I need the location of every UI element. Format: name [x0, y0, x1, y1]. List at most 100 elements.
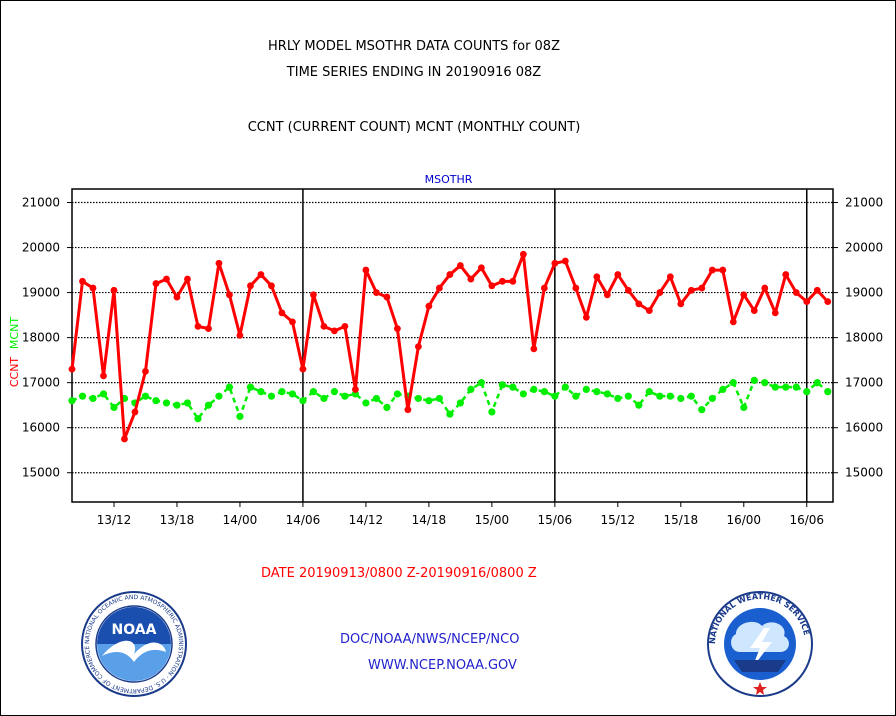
data-point-ccnt: [257, 271, 265, 278]
data-point-mcnt: [99, 390, 108, 398]
noaa-center-text: NOAA: [112, 622, 157, 638]
chart-title-line2: TIME SERIES ENDING IN 20190916 08Z: [286, 65, 542, 80]
nws-logo-icon: NATIONAL WEATHER SERVICE: [707, 591, 813, 697]
data-point-ccnt: [593, 273, 601, 281]
data-point-ccnt: [320, 322, 328, 330]
data-point-ccnt: [110, 286, 118, 294]
data-point-mcnt: [362, 399, 370, 407]
y-tick-label-left: 18000: [22, 331, 60, 345]
website-link[interactable]: WWW.NCEP.NOAA.GOV: [368, 658, 517, 673]
data-point-ccnt: [792, 289, 800, 296]
data-point-ccnt: [205, 325, 212, 333]
x-tick-label: 13/18: [160, 513, 195, 527]
x-tick-label: 14/00: [223, 513, 258, 527]
y-tick-label-right: 21000: [845, 196, 883, 210]
data-point-ccnt: [677, 300, 685, 308]
x-tick-label: 15/06: [538, 513, 573, 527]
data-point-ccnt: [100, 372, 107, 380]
x-tick-label: 16/00: [726, 513, 761, 527]
data-point-mcnt: [624, 392, 632, 400]
data-point-mcnt: [320, 394, 328, 403]
data-point-mcnt: [708, 394, 716, 403]
y-tick-label-left: 20000: [22, 241, 60, 255]
data-point-ccnt: [750, 307, 758, 314]
y-tick-label-right: 17000: [845, 376, 883, 390]
y-tick-label-right: 18000: [845, 331, 883, 345]
data-point-mcnt: [236, 412, 244, 421]
x-tick-label: 15/18: [664, 513, 699, 527]
data-point-ccnt: [373, 289, 380, 296]
data-point-mcnt: [194, 415, 202, 423]
data-point-ccnt: [572, 284, 580, 292]
date-range-label: DATE 20190913/0800 Z-20190916/0800 Z: [261, 566, 537, 581]
data-point-mcnt: [603, 390, 611, 398]
data-point-ccnt: [488, 282, 496, 290]
noaa-logo-icon: NATIONAL OCEANIC AND ATMOSPHERIC ADMINIS…: [81, 591, 187, 697]
data-point-ccnt: [226, 291, 233, 299]
data-point-ccnt: [163, 275, 170, 283]
data-point-mcnt: [414, 394, 422, 403]
y-axis-label-mcnt: MCNT: [8, 317, 21, 349]
chart-title-line3: CCNT (CURRENT COUNT) MCNT (MONTHLY COUNT…: [247, 120, 581, 135]
data-point-mcnt: [204, 401, 213, 409]
data-point-ccnt: [614, 271, 622, 278]
data-point-ccnt: [687, 286, 695, 294]
data-point-mcnt: [225, 383, 234, 391]
data-point-ccnt: [477, 264, 485, 272]
data-point-mcnt: [488, 408, 496, 416]
data-point-mcnt: [740, 403, 748, 412]
data-point-mcnt: [813, 379, 821, 387]
data-point-ccnt: [289, 318, 296, 326]
data-point-mcnt: [393, 390, 401, 398]
plot-area-border: [71, 188, 834, 503]
data-point-ccnt: [498, 277, 506, 285]
y-tick-label-left: 19000: [22, 286, 60, 300]
data-point-mcnt: [152, 397, 160, 405]
data-point-mcnt: [729, 379, 737, 387]
data-point-mcnt: [666, 392, 674, 400]
data-point-mcnt: [477, 379, 485, 387]
data-point-ccnt: [645, 307, 653, 314]
data-point-mcnt: [572, 392, 580, 400]
data-point-ccnt: [603, 291, 611, 299]
data-point-mcnt: [456, 399, 464, 407]
y-tick-label-left: 17000: [22, 376, 60, 390]
data-point-mcnt: [530, 385, 538, 394]
data-point-mcnt: [246, 383, 255, 391]
data-point-ccnt: [435, 284, 443, 292]
data-point-ccnt: [79, 277, 86, 285]
y-tick-label-right: 20000: [845, 241, 883, 255]
data-point-ccnt: [393, 325, 401, 333]
data-point-mcnt: [330, 388, 339, 396]
data-point-mcnt: [761, 379, 769, 387]
data-point-mcnt: [782, 383, 790, 391]
data-point-mcnt: [89, 394, 97, 403]
data-point-ccnt: [383, 293, 391, 301]
data-point-ccnt: [813, 286, 821, 294]
data-point-mcnt: [561, 383, 569, 391]
data-point-mcnt: [803, 388, 811, 396]
data-point-ccnt: [362, 266, 370, 274]
data-point-mcnt: [278, 388, 286, 396]
data-point-ccnt: [404, 406, 412, 414]
data-point-ccnt: [299, 365, 307, 373]
data-point-ccnt: [803, 298, 811, 305]
x-tick-label: 14/18: [412, 513, 447, 527]
data-point-ccnt: [268, 282, 275, 290]
data-point-mcnt: [750, 376, 758, 385]
data-point-ccnt: [624, 286, 632, 294]
data-point-mcnt: [425, 397, 433, 405]
data-point-ccnt: [68, 365, 76, 373]
data-point-mcnt: [435, 394, 443, 403]
y-tick-label-left: 21000: [22, 196, 60, 210]
x-tick-label: 15/12: [601, 513, 636, 527]
data-point-ccnt: [236, 331, 244, 339]
data-point-ccnt: [698, 284, 706, 292]
data-point-ccnt: [740, 291, 748, 299]
data-point-ccnt: [719, 266, 727, 274]
data-point-mcnt: [771, 383, 779, 391]
data-point-ccnt: [551, 259, 559, 267]
data-point-mcnt: [372, 394, 380, 403]
data-point-mcnt: [288, 390, 297, 398]
